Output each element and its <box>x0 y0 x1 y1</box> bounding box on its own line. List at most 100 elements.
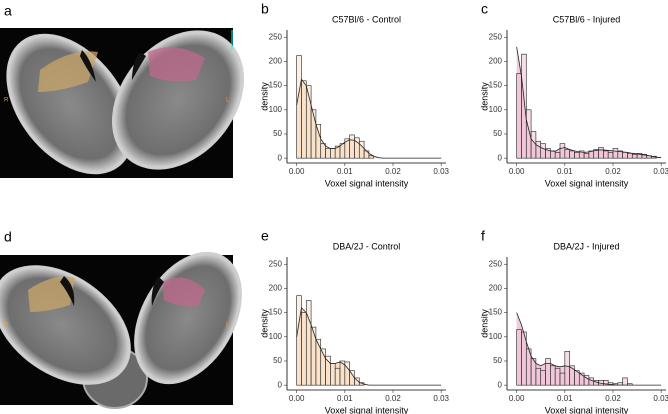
histogram-bar <box>627 153 633 159</box>
mri-image-a: R L <box>0 28 245 178</box>
chart-title: DBA/2J - Injured <box>553 241 619 251</box>
y-tick-label: 150 <box>269 81 283 90</box>
panel-letter: a <box>4 3 12 19</box>
histogram-bar <box>569 150 575 159</box>
histogram-bar <box>349 134 355 159</box>
x-tick-label: 0.01 <box>557 167 573 176</box>
histogram-bar <box>315 124 322 159</box>
histogram-bar <box>320 143 326 159</box>
histogram-bar <box>612 148 619 159</box>
y-tick-label: 200 <box>489 57 503 66</box>
y-tick-label: 200 <box>269 284 283 293</box>
histogram-bar <box>516 73 522 159</box>
x-tick-label: 0.03 <box>433 167 449 176</box>
histogram-bar <box>330 363 336 386</box>
chart-title: C57Bl/6 - Control <box>332 14 401 24</box>
histogram-bar <box>330 148 336 159</box>
x-tick-label: 0.02 <box>385 167 401 176</box>
histogram-bar <box>564 149 570 159</box>
x-tick-label: 0.03 <box>433 394 449 403</box>
histogram-bar <box>554 367 561 386</box>
histogram-bar <box>550 365 556 386</box>
y-tick-label: 50 <box>273 129 282 138</box>
x-tick-label: 0.00 <box>509 394 525 403</box>
y-tick-label: 100 <box>269 105 283 114</box>
y-tick-label: 50 <box>493 356 502 365</box>
x-tick-label: 0.00 <box>289 394 305 403</box>
histogram-bar <box>516 329 522 386</box>
histogram-bar <box>550 150 556 159</box>
mri-image-d: R L <box>0 251 242 409</box>
y-tick-label: 0 <box>278 380 283 389</box>
x-tick-label: 0.03 <box>653 167 668 176</box>
x-tick-label: 0.01 <box>337 167 353 176</box>
histogram-bar <box>521 53 527 159</box>
histogram-bar <box>622 152 628 159</box>
histogram-bar <box>564 351 570 386</box>
y-tick-label: 0 <box>498 153 503 162</box>
image-marker: R <box>4 323 9 329</box>
histogram-bar <box>525 109 532 159</box>
x-tick-label: 0.03 <box>653 394 668 403</box>
y-tick-label: 100 <box>489 332 503 341</box>
y-axis-label: density <box>479 309 489 338</box>
histogram-bar <box>583 153 590 159</box>
density-curve <box>516 46 662 159</box>
histogram-bar <box>358 140 365 159</box>
histogram-bar <box>540 143 546 159</box>
histogram-bar <box>301 312 307 386</box>
x-tick-label: 0.02 <box>605 167 621 176</box>
histogram-bar <box>535 367 542 386</box>
y-tick-label: 200 <box>489 284 503 293</box>
histogram-bar <box>354 377 360 386</box>
y-axis-label: density <box>259 309 269 338</box>
histogram-bar <box>296 55 302 159</box>
histogram-bar <box>296 295 302 386</box>
y-tick-label: 150 <box>489 81 503 90</box>
histogram-bar <box>305 300 312 386</box>
x-tick-label: 0.00 <box>289 167 305 176</box>
panel-letter: b <box>261 1 269 17</box>
histogram-bar <box>622 377 628 386</box>
histogram-bar <box>310 109 317 159</box>
histogram-bar <box>588 377 595 386</box>
chart-title: C57Bl/6 - Injured <box>553 14 621 24</box>
y-axis-label: density <box>479 82 489 111</box>
histogram-bar <box>603 150 609 159</box>
x-axis-label: Voxel signal intensity <box>545 178 629 188</box>
histogram-bar <box>554 152 561 159</box>
panel-letter: e <box>261 228 269 244</box>
image-marker: L <box>226 98 230 104</box>
histogram-bar <box>349 370 355 386</box>
histogram-bar <box>368 155 375 159</box>
x-tick-label: 0.01 <box>557 394 573 403</box>
density-curve <box>516 312 662 386</box>
histogram-bar <box>607 152 614 159</box>
histogram-bar <box>334 367 341 386</box>
histogram-bar <box>559 143 566 159</box>
histogram-bar <box>315 338 322 386</box>
histogram-bar <box>598 147 604 159</box>
x-tick-label: 0.01 <box>337 394 353 403</box>
histogram-bar <box>535 140 542 159</box>
y-tick-label: 150 <box>269 308 283 317</box>
panel-letter: d <box>4 229 12 245</box>
density-curve <box>296 306 442 386</box>
histogram-bar <box>540 370 546 386</box>
x-axis-label: Voxel signal intensity <box>325 405 409 414</box>
histogram-bar <box>301 80 307 159</box>
chart-title: DBA/2J - Control <box>333 241 401 251</box>
histogram-bar <box>569 365 575 386</box>
image-marker: L <box>226 323 230 329</box>
histogram-bar <box>325 148 331 159</box>
y-tick-label: 0 <box>278 153 283 162</box>
x-tick-label: 0.02 <box>385 394 401 403</box>
x-tick-label: 0.02 <box>605 394 621 403</box>
y-tick-label: 250 <box>269 259 283 268</box>
y-tick-label: 0 <box>498 380 503 389</box>
x-axis-label: Voxel signal intensity <box>325 178 409 188</box>
x-axis-label: Voxel signal intensity <box>545 405 629 414</box>
y-tick-label: 250 <box>269 32 283 41</box>
y-tick-label: 250 <box>489 259 503 268</box>
